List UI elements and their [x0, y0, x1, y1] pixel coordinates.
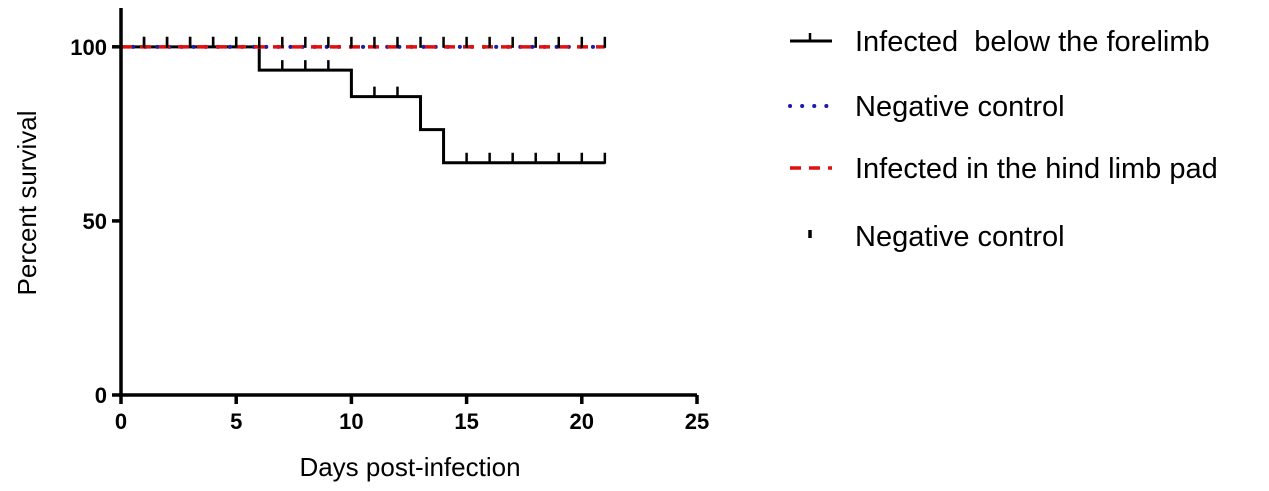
x-tick-label: 15 [454, 409, 478, 434]
x-tick-label: 10 [339, 409, 363, 434]
y-axis-title: Percent survival [12, 111, 42, 296]
legend-label-1: Infected below the forelimb [855, 26, 1210, 58]
y-tick-label: 100 [70, 35, 107, 60]
axes: 0 5 10 15 20 25 0 50 100 [70, 8, 709, 434]
legend-label-4: Negative control [855, 221, 1065, 253]
x-tick-label: 25 [685, 409, 709, 434]
plot-area [119, 36, 607, 165]
legend: Infected below the forelimb Negative cont… [788, 26, 1218, 253]
x-tick-label: 5 [230, 409, 242, 434]
legend-label-3: Infected in the hind limb pad [855, 153, 1218, 185]
y-tick-label: 0 [95, 383, 107, 408]
x-axis-title: Days post-infection [299, 452, 520, 482]
y-tick-label: 50 [83, 209, 107, 234]
x-tick-label: 0 [115, 409, 127, 434]
legend-label-2: Negative control [855, 91, 1065, 123]
x-tick-label: 20 [570, 409, 594, 434]
series-line-1 [121, 45, 605, 165]
